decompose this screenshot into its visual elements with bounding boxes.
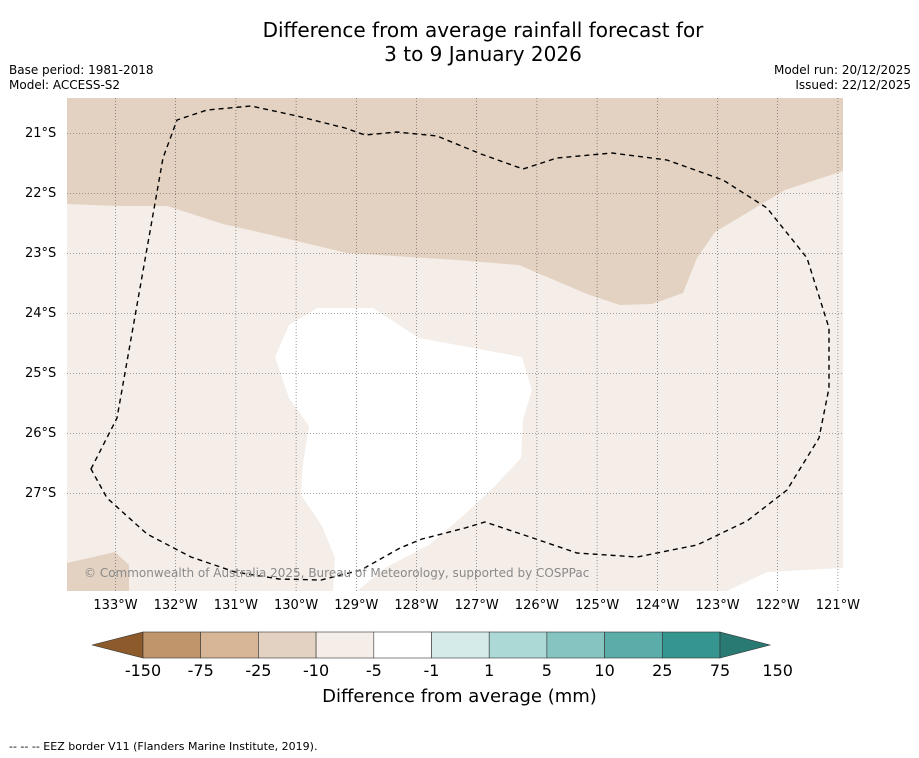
colorbar-tick-label: -5 <box>365 661 382 680</box>
longitude-label: 131°W <box>213 598 258 613</box>
latitude-label: 26°S <box>25 425 57 441</box>
colorbar-segment <box>546 631 605 659</box>
colorbar-segment <box>431 631 490 659</box>
longitude-label: 127°W <box>454 598 499 613</box>
longitude-label: 126°W <box>514 598 559 613</box>
longitude-label: 128°W <box>394 598 439 613</box>
region-moderately-dry-sw <box>67 552 129 591</box>
model-name: Model: ACCESS-S2 <box>9 78 121 92</box>
colorbar-tick-label: 10 <box>594 661 615 680</box>
colorbar-segment <box>142 631 202 659</box>
colorbar-tick-label: 75 <box>709 661 731 680</box>
gridlines <box>67 98 843 591</box>
colorbar-tick-label: 1 <box>484 661 495 680</box>
issued-date: Issued: 22/12/2025 <box>795 78 911 92</box>
title-line-2: 3 to 9 January 2026 <box>384 42 582 66</box>
latitude-label: 27°S <box>25 485 57 501</box>
colorbar-segment <box>604 631 663 659</box>
model-run: Model run: 20/12/2025 <box>773 63 911 77</box>
title-line-1: Difference from average rainfall forecas… <box>262 18 704 42</box>
latitude-label: 22°S <box>25 185 57 201</box>
longitude-label: 121°W <box>815 598 860 613</box>
longitude-label: 130°W <box>274 598 319 613</box>
colorbar-low-arrow <box>91 631 144 659</box>
colorbar-tick-label: 5 <box>541 661 552 680</box>
region-near-average-se <box>727 568 843 591</box>
longitude-label: 125°W <box>575 598 620 613</box>
latitude-label: 21°S <box>25 125 57 141</box>
longitude-label: 123°W <box>695 598 740 613</box>
latitude-label: 25°S <box>25 365 57 381</box>
colorbar-tick-label: 150 <box>762 661 793 680</box>
colorbar-segment <box>258 631 317 659</box>
colorbar <box>91 631 772 659</box>
longitude-label: 124°W <box>635 598 680 613</box>
colorbar-segment <box>661 631 721 659</box>
colorbar-label: Difference from average (mm) <box>322 686 597 707</box>
colorbar-tick-label: -10 <box>303 661 330 680</box>
longitude-label: 122°W <box>755 598 800 613</box>
rainfall-map <box>67 98 843 591</box>
colorbar-tick-label: -25 <box>245 661 272 680</box>
chart-title: Difference from average rainfall forecas… <box>0 18 919 66</box>
region-near-average <box>275 308 532 591</box>
base-period: Base period: 1981-2018 <box>9 63 154 77</box>
latitude-label: 24°S <box>25 305 57 321</box>
colorbar-tick-label: -75 <box>187 661 214 680</box>
latitude-label: 23°S <box>25 245 57 261</box>
colorbar-tick-label: 25 <box>652 661 673 680</box>
colorbar-tick-label: -1 <box>423 661 440 680</box>
longitude-label: 133°W <box>93 598 138 613</box>
colorbar-segment <box>200 631 259 659</box>
colorbar-segment <box>373 631 432 659</box>
eez-border <box>90 105 830 581</box>
colorbar-segment <box>315 631 375 659</box>
colorbar-tick-label: -150 <box>124 661 162 680</box>
footnote: -- -- -- EEZ border V11 (Flanders Marine… <box>9 740 318 753</box>
colorbar-segment <box>488 631 548 659</box>
meta-left: Base period: 1981-2018 Model: ACCESS-S2 <box>9 63 154 93</box>
longitude-label: 132°W <box>153 598 198 613</box>
copyright-notice: © Commonwealth of Australia 2025, Bureau… <box>84 566 590 580</box>
colorbar-high-arrow <box>719 631 772 659</box>
meta-right: Model run: 20/12/2025 Issued: 22/12/2025 <box>774 63 911 93</box>
longitude-label: 129°W <box>334 598 379 613</box>
